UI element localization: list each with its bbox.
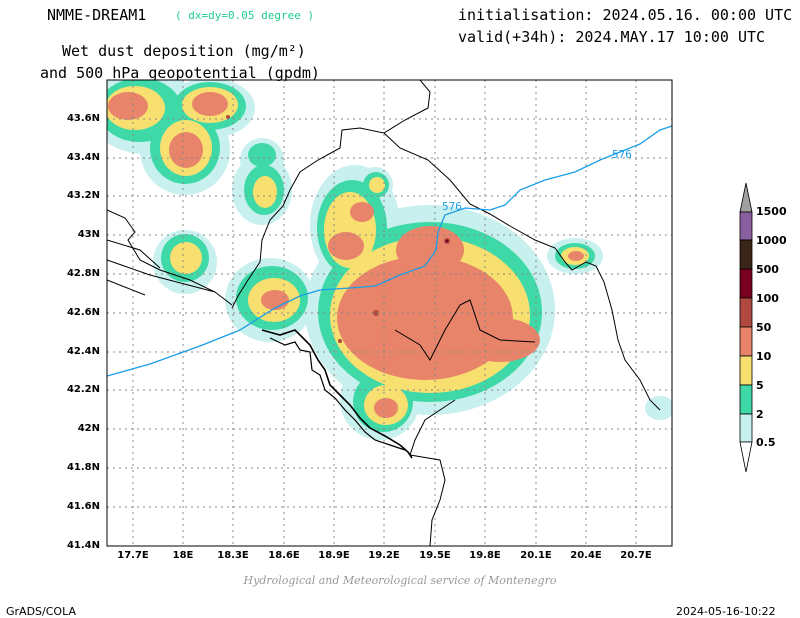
lat-label: 42.2N (66, 384, 100, 395)
lon-label: 18E (172, 550, 194, 561)
contour-label-576-b: 576 (612, 148, 632, 161)
dust-deposition-field (107, 80, 672, 440)
colorbar-label: 500 (756, 263, 779, 276)
contour-label-576-a: 576 (442, 200, 462, 213)
colorbar-cell-10 (739, 326, 753, 357)
lat-label: 43.6N (66, 113, 100, 124)
colorbar-cell-100 (739, 268, 753, 299)
map-frame (106, 79, 673, 547)
lon-label: 20.4E (570, 550, 602, 561)
lat-label: 43.2N (66, 190, 100, 201)
map-title-line2: and 500 hPa geopotential (gpdm) (40, 64, 320, 82)
lon-label: 17.7E (117, 550, 149, 561)
lon-label: 18.3E (217, 550, 249, 561)
lat-label: 41.6N (66, 501, 100, 512)
lat-label: 42N (77, 423, 100, 434)
lat-label: 41.8N (66, 462, 100, 473)
colorbar-cell-5 (739, 355, 753, 386)
colorbar-label: 1500 (756, 205, 787, 218)
lon-label: 19.2E (368, 550, 400, 561)
colorbar-cell-50 (739, 297, 753, 328)
lat-label: 42.4N (66, 346, 100, 357)
lat-label: 42.6N (66, 307, 100, 318)
colorbar-label: 50 (756, 321, 772, 334)
lon-label: 18.9E (318, 550, 350, 561)
credit-line: Hydrological and Meteorological service … (243, 574, 557, 587)
colorbar-cell-2 (739, 384, 753, 415)
render-timestamp: 2024-05-16-10:22 (676, 605, 776, 618)
lat-label: 42.8N (66, 268, 100, 279)
colorbar-cell-0.5 (739, 413, 753, 443)
colorbar-cell-1000 (739, 211, 753, 241)
colorbar-cell-500 (739, 239, 753, 270)
colorbar-label: 2 (756, 408, 764, 421)
lon-label: 18.6E (268, 550, 300, 561)
graticule (107, 80, 672, 546)
colorbar-label: 10 (756, 350, 772, 363)
colorbar-cell-min (739, 441, 753, 473)
map-title-line1: Wet dust deposition (mg/m²) (62, 42, 306, 60)
country-borders (107, 80, 661, 546)
lon-label: 19.8E (469, 550, 501, 561)
geopotential-contour (107, 125, 672, 377)
colorbar-label: 100 (756, 292, 779, 305)
lon-label: 19.5E (419, 550, 451, 561)
software-label: GrADS/COLA (6, 605, 76, 618)
colorbar-label: 1000 (756, 234, 787, 247)
lat-label: 41.4N (66, 540, 100, 551)
initialisation-time: initialisation: 2024.05.16. 00:00 UTC (458, 6, 793, 24)
resolution-note: ( dx=dy=0.05 degree ) (175, 9, 315, 22)
lon-label: 20.1E (520, 550, 552, 561)
valid-time: valid(+34h): 2024.MAY.17 10:00 UTC (458, 28, 766, 46)
colorbar-label: 0.5 (756, 436, 776, 449)
lon-label: 20.7E (620, 550, 652, 561)
model-name: NMME-DREAM1 (47, 6, 147, 24)
colorbar-cell-1500 (739, 182, 753, 213)
lat-label: 43N (77, 229, 100, 240)
colorbar (739, 182, 753, 473)
colorbar-label: 5 (756, 379, 764, 392)
lat-label: 43.4N (66, 152, 100, 163)
